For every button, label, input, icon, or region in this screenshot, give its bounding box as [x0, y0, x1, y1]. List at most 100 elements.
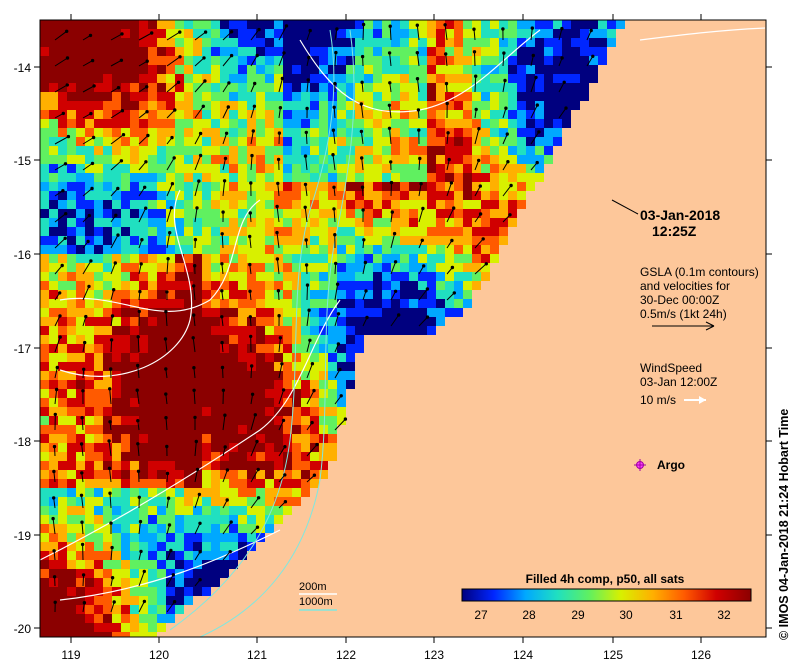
- velocity-arrow: [306, 285, 308, 301]
- sst-cell: [256, 101, 265, 110]
- sst-cell: [175, 551, 184, 560]
- sst-cell: [310, 308, 319, 317]
- velocity-arrow-head: [81, 573, 86, 577]
- sst-cell: [175, 344, 184, 353]
- sst-cell: [373, 128, 382, 137]
- sst-cell: [220, 425, 229, 434]
- velocity-arrow: [54, 163, 66, 171]
- sst-cell: [211, 263, 220, 272]
- sst-cell: [427, 65, 436, 74]
- sst-cell: [139, 308, 148, 317]
- sst-cell: [157, 200, 166, 209]
- sst-cell: [391, 191, 400, 200]
- sst-cell: [112, 38, 121, 47]
- sst-cell: [256, 236, 265, 245]
- velocity-arrow-head: [248, 315, 253, 319]
- sst-cell: [220, 362, 229, 371]
- sst-cell: [256, 443, 265, 452]
- sst-cell: [364, 137, 373, 146]
- sst-cell: [40, 20, 49, 29]
- velocity-arrow: [166, 550, 172, 561]
- sst-cell: [139, 551, 148, 560]
- sst-cell: [373, 56, 382, 65]
- sst-cell: [40, 470, 49, 479]
- sst-cell: [310, 92, 319, 101]
- sst-cell: [184, 119, 193, 128]
- sst-cell: [103, 200, 112, 209]
- sst-cell: [463, 128, 472, 137]
- sst-cell: [364, 191, 373, 200]
- sst-cell: [238, 272, 247, 281]
- sst-cell: [112, 542, 121, 551]
- sst-cell: [454, 20, 463, 29]
- sst-cell: [166, 596, 175, 605]
- sst-cell: [292, 380, 301, 389]
- sst-cell: [40, 200, 49, 209]
- sst-cell: [130, 461, 139, 470]
- sst-cell: [139, 38, 148, 47]
- velocity-arrow: [250, 55, 258, 67]
- sst-cell: [328, 344, 337, 353]
- sst-cell: [265, 407, 274, 416]
- sst-cell: [184, 245, 193, 254]
- sst-cell: [319, 29, 328, 38]
- sst-cell: [67, 371, 76, 380]
- sst-cell: [355, 47, 364, 56]
- sst-cell: [130, 605, 139, 614]
- sst-cell: [49, 218, 58, 227]
- sst-cell: [67, 380, 76, 389]
- velocity-arrow-head: [315, 442, 319, 447]
- sst-cell: [238, 236, 247, 245]
- sst-cell: [157, 380, 166, 389]
- sst-cell: [166, 497, 175, 506]
- velocity-arrow: [334, 418, 346, 431]
- sst-cell: [418, 209, 427, 218]
- sst-cell: [355, 101, 364, 110]
- sst-cell: [463, 137, 472, 146]
- sst-cell: [175, 254, 184, 263]
- velocity-arrow: [416, 52, 420, 67]
- sst-cell: [265, 299, 274, 308]
- velocity-arrow: [278, 420, 284, 431]
- lat-label: -17: [14, 342, 32, 356]
- sst-cell: [445, 137, 454, 146]
- sst-cell: [229, 389, 238, 398]
- sst-cell: [49, 425, 58, 434]
- sst-cell: [157, 74, 166, 83]
- sst-cell: [382, 101, 391, 110]
- sst-cell: [580, 29, 589, 38]
- sst-cell: [247, 47, 256, 56]
- sst-cell: [580, 92, 589, 101]
- sst-cell: [139, 434, 148, 443]
- sst-cell: [400, 47, 409, 56]
- sst-cell: [238, 335, 247, 344]
- velocity-arrow-head: [564, 106, 568, 110]
- sst-cell: [193, 101, 202, 110]
- sst-cell: [58, 569, 67, 578]
- sst-cell: [76, 65, 85, 74]
- velocity-arrow-head: [535, 160, 539, 165]
- sst-cell: [292, 272, 301, 281]
- sst-cell: [157, 56, 166, 65]
- sst-cell: [355, 245, 364, 254]
- sst-cell: [85, 209, 94, 218]
- sst-cell: [157, 614, 166, 623]
- sst-cell: [94, 83, 103, 92]
- velocity-arrow: [222, 158, 226, 171]
- sst-cell: [409, 281, 418, 290]
- sst-cell: [175, 272, 184, 281]
- sst-cell: [301, 407, 310, 416]
- sst-cell: [157, 299, 166, 308]
- sst-cell: [85, 38, 94, 47]
- sst-cell: [121, 101, 130, 110]
- sst-cell: [274, 272, 283, 281]
- sst-cell: [40, 344, 49, 353]
- sst-cell: [130, 92, 139, 101]
- sst-cell: [427, 272, 436, 281]
- sst-cell: [184, 65, 193, 74]
- sst-cell: [211, 20, 220, 29]
- sst-cell: [364, 38, 373, 47]
- sst-cell: [139, 290, 148, 299]
- sst-cell: [130, 29, 139, 38]
- sst-cell: [373, 182, 382, 191]
